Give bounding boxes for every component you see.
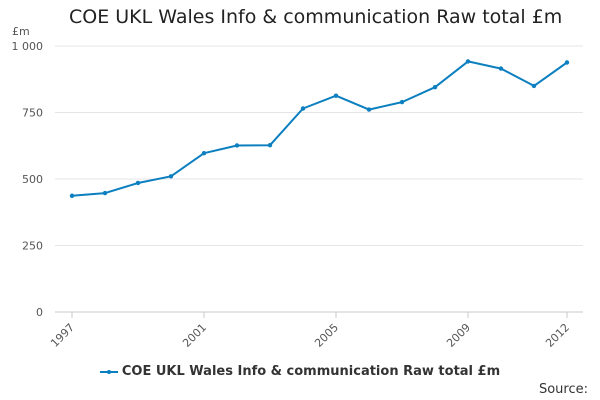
data-point[interactable]	[267, 143, 273, 148]
data-point[interactable]	[432, 85, 438, 90]
x-tick-label: 2005	[312, 321, 341, 350]
x-tick-label: 1997	[48, 321, 77, 350]
data-point[interactable]	[69, 193, 75, 198]
series-layer	[69, 59, 570, 198]
x-tick-label: 2012	[543, 321, 572, 350]
series-line	[71, 60, 568, 197]
y-axis-unit-label: £m	[12, 25, 30, 38]
y-tick-label: 500	[22, 173, 43, 186]
y-tick-label: 750	[22, 107, 43, 120]
data-point[interactable]	[135, 180, 141, 186]
source-label: Source:	[538, 382, 588, 397]
y-tick-label: 1 000	[12, 40, 44, 53]
gridlines	[55, 45, 583, 313]
data-point[interactable]	[531, 83, 537, 89]
x-tick-label: 2001	[180, 321, 209, 350]
x-tick-label: 2009	[444, 321, 473, 350]
data-point[interactable]	[498, 66, 504, 71]
legend-line-marker-icon	[99, 367, 118, 377]
axes: 0 250 500 750 1 000 1997 2001 2005 2009 2012	[12, 40, 573, 350]
legend-label: COE UKL Wales Info & communication Raw t…	[121, 364, 501, 379]
data-point[interactable]	[102, 190, 108, 196]
data-point[interactable]	[399, 99, 405, 105]
data-point[interactable]	[366, 107, 372, 112]
data-point[interactable]	[300, 106, 306, 111]
y-tick-label: 0	[36, 306, 43, 319]
y-tick-label: 250	[22, 240, 43, 253]
data-point[interactable]	[201, 150, 207, 156]
data-point[interactable]	[465, 59, 471, 64]
chart-title: COE UKL Wales Info & communication Raw t…	[69, 6, 563, 28]
legend[interactable]: COE UKL Wales Info & communication Raw t…	[0, 364, 600, 379]
data-point[interactable]	[333, 93, 339, 98]
data-point[interactable]	[168, 174, 174, 179]
data-point[interactable]	[234, 143, 240, 148]
data-point[interactable]	[564, 60, 570, 65]
